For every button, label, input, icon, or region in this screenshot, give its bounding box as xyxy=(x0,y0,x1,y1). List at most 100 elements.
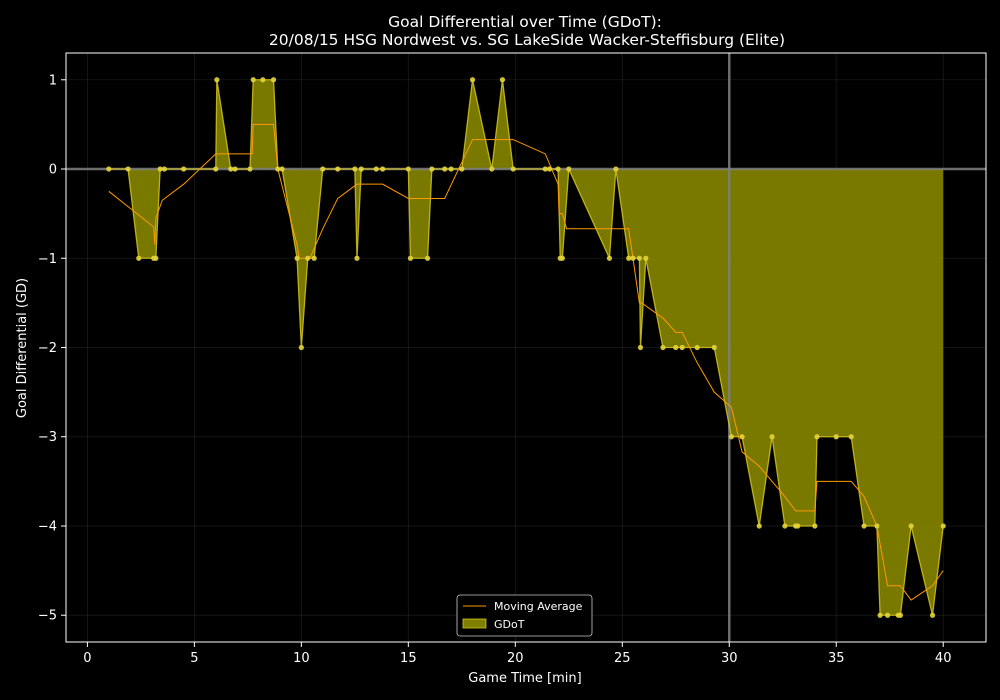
gdot-point xyxy=(728,434,734,440)
y-tick-label: −3 xyxy=(38,430,57,445)
y-tick-label: −1 xyxy=(38,252,57,267)
series-lines xyxy=(108,79,944,616)
gdot-point xyxy=(630,255,636,261)
chart-title: Goal Differential over Time (GDoT): xyxy=(388,13,662,31)
gdot-point xyxy=(929,612,936,618)
gdot-point xyxy=(795,523,801,529)
x-axis-ticks: 0 5 10 15 20 25 30 35 40 xyxy=(83,642,951,666)
gdot-point xyxy=(270,77,277,83)
gdot-point xyxy=(352,166,358,172)
gdot-point xyxy=(407,255,414,261)
gdot-point xyxy=(250,77,256,83)
x-tick-label: 25 xyxy=(614,651,631,666)
x-axis-label: Game Time [min] xyxy=(468,671,581,686)
x-tick-label: 35 xyxy=(828,651,845,666)
gdot-area xyxy=(108,79,944,616)
gdot-point xyxy=(247,166,253,172)
gdot-point xyxy=(940,523,946,529)
gdot-point xyxy=(848,434,854,440)
gdot-point xyxy=(320,166,326,172)
gdot-point xyxy=(884,612,891,618)
gdot-line xyxy=(108,79,944,616)
y-tick-label: 0 xyxy=(49,163,57,178)
legend: Moving Average GDoT xyxy=(456,594,593,637)
gdot-point xyxy=(861,523,867,529)
gdot-point xyxy=(679,344,685,351)
gdot-point xyxy=(136,255,142,261)
gdot-point xyxy=(469,77,476,83)
gdot-area-fill xyxy=(108,79,944,616)
gdot-point xyxy=(442,166,448,172)
gdot-point xyxy=(555,166,561,172)
gdot-point xyxy=(305,255,311,261)
gdot-point xyxy=(510,166,516,172)
gdot-point xyxy=(106,166,112,172)
x-tick-label: 30 xyxy=(721,651,738,666)
gdot-point xyxy=(626,255,632,261)
gdot-point xyxy=(782,523,788,529)
legend-moving-average-label: Moving Average xyxy=(494,600,583,613)
gdot-point xyxy=(643,255,649,261)
gdot-point xyxy=(606,255,613,261)
x-tick-label: 10 xyxy=(293,651,310,666)
gdot-point xyxy=(354,255,360,261)
gdot-point xyxy=(275,166,281,172)
gdot-point xyxy=(161,166,168,172)
gdot-point xyxy=(756,523,762,529)
gdot-point xyxy=(157,166,163,172)
gdot-point xyxy=(448,166,454,172)
gdot-point xyxy=(489,166,495,172)
x-tick-label: 40 xyxy=(935,651,952,666)
gdot-point xyxy=(877,612,883,618)
x-tick-label: 20 xyxy=(507,651,524,666)
gdot-point xyxy=(833,434,839,440)
gdot-point xyxy=(181,166,187,172)
gdot-point xyxy=(424,255,431,261)
y-tick-label: −2 xyxy=(38,341,57,356)
gdot-point xyxy=(380,166,386,172)
chart-subtitle: 20/08/15 HSG Nordwest vs. SG LakeSide Wa… xyxy=(269,31,785,49)
gdot-point xyxy=(613,166,619,172)
gdot-point xyxy=(279,166,285,172)
moving-average-line xyxy=(108,123,944,601)
y-axis-ticks: 1 0 −1 −2 −3 −4 −5 xyxy=(38,73,66,624)
y-tick-label: −5 xyxy=(38,609,57,624)
gdot-point xyxy=(213,166,219,172)
gdot-point xyxy=(429,166,435,172)
gdot-point xyxy=(228,166,234,172)
gdot-point xyxy=(298,344,304,351)
gdot-point xyxy=(125,166,131,172)
gdot-markers xyxy=(106,77,946,618)
gdot-point xyxy=(373,166,379,172)
legend-box xyxy=(456,594,593,637)
gdot-point xyxy=(739,434,745,440)
gdot-point xyxy=(694,344,700,351)
gdot-point xyxy=(294,255,300,261)
gdot-point xyxy=(897,612,904,618)
x-tick-label: 5 xyxy=(190,651,198,666)
gdot-point xyxy=(214,77,220,83)
legend-gdot-swatch xyxy=(462,618,487,629)
gdot-point xyxy=(459,166,465,172)
y-axis-label: Goal Differential (GD) xyxy=(15,278,30,418)
gdot-point xyxy=(566,166,572,172)
gdot-point xyxy=(499,77,506,83)
gdot-point xyxy=(769,434,775,440)
gdot-point xyxy=(153,255,159,261)
gdot-point xyxy=(335,166,341,172)
gdot-point xyxy=(232,166,238,172)
y-tick-label: −4 xyxy=(38,519,57,534)
x-tick-label: 0 xyxy=(83,651,91,666)
gdot-point xyxy=(358,166,364,172)
gdot-point xyxy=(660,344,666,351)
gdot-point xyxy=(311,255,317,261)
gdot-point xyxy=(542,166,548,172)
legend-gdot-label: GDoT xyxy=(494,618,525,631)
gdot-point xyxy=(711,344,717,351)
gdot-point xyxy=(673,344,679,351)
gdot-point xyxy=(874,523,880,529)
gdot-point xyxy=(637,344,644,351)
x-tick-label: 15 xyxy=(400,651,417,666)
gdot-point xyxy=(546,166,553,172)
